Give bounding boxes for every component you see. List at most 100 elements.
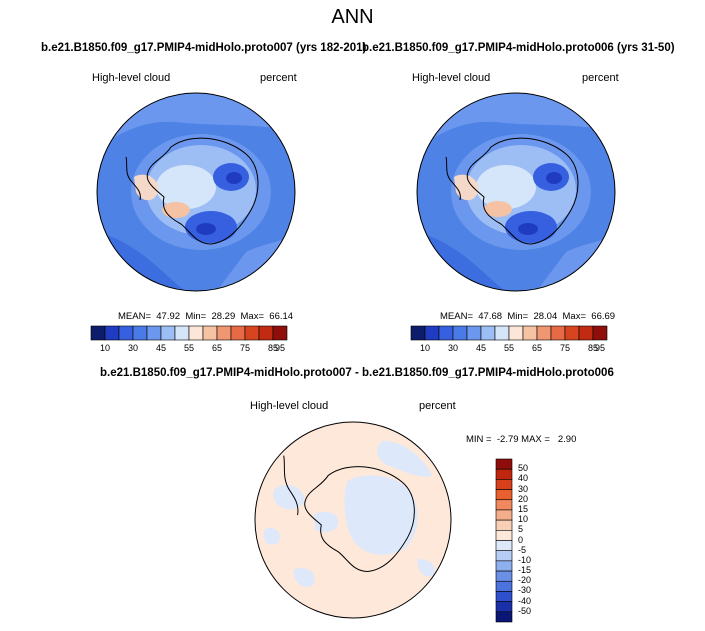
colorbar-swatch: [536, 325, 552, 341]
colorbar-swatch: [160, 325, 176, 341]
colorbar-tick-label: 75: [559, 343, 571, 353]
colorbar-tick-label: 30: [127, 343, 139, 353]
map-field-negative: [377, 440, 433, 477]
diff-polar-map: [254, 421, 452, 619]
right-polar-map: [416, 92, 616, 292]
map-field-negative: [313, 511, 339, 533]
colorbar-swatch: [118, 325, 134, 341]
colorbar-swatch: [495, 611, 513, 623]
colorbar-swatch: [495, 458, 513, 470]
map-field-lows: [546, 172, 562, 184]
right-case-title: b.e21.B1850.f09_g17.PMIP4-midHolo.proto0…: [362, 42, 675, 54]
colorbar-swatch: [495, 570, 513, 582]
right-stats: MEAN= 47.68 Min= 28.04 Max= 66.69: [440, 311, 616, 322]
colorbar-swatch: [495, 550, 513, 562]
south-america-coastline: [125, 156, 141, 201]
colorbar-swatch: [495, 499, 513, 511]
colorbar-swatch: [495, 479, 513, 490]
antarctica-coastline: [466, 137, 579, 245]
colorbar-swatch: [466, 325, 482, 341]
left-stats: MEAN= 47.92 Min= 28.29 Max= 66.14: [118, 311, 294, 322]
colorbar-tick-label: 30: [447, 343, 459, 353]
map-border: [254, 421, 452, 619]
colorbar-tick-label: 45: [155, 343, 167, 353]
colorbar-swatch: [495, 468, 513, 480]
right-variable-label: High-level cloud: [412, 72, 491, 84]
colorbar-swatch: [550, 325, 566, 341]
colorbar-swatch: [188, 325, 204, 341]
colorbar-swatch: [258, 325, 274, 341]
colorbar-tick-label: 40: [518, 473, 529, 484]
antarctica-coastline: [304, 466, 415, 572]
map-field-negative: [417, 559, 435, 577]
colorbar-swatch: [438, 325, 454, 341]
colorbar-swatch: [592, 325, 608, 341]
south-america-coastline: [445, 156, 461, 201]
colorbar-tick-label: 5: [518, 524, 524, 535]
colorbar-tick-label: 55: [503, 343, 515, 353]
map-border: [96, 92, 296, 292]
antarctica-coastline: [146, 137, 259, 245]
colorbar-tick-label: -40: [518, 595, 532, 606]
colorbar-swatch: [495, 540, 513, 551]
colorbar-swatch: [495, 601, 513, 613]
colorbar-tick-label: 75: [239, 343, 251, 353]
colorbar-tick-label: 20: [518, 493, 529, 504]
colorbar-tick-label: -5: [518, 544, 527, 555]
diff-title: b.e21.B1850.f09_g17.PMIP4-midHolo.proto0…: [100, 367, 614, 379]
colorbar-swatch: [495, 489, 513, 501]
colorbar-tick-label: 0: [518, 534, 524, 545]
colorbar-tick-label: -30: [518, 585, 532, 596]
colorbar-swatch: [90, 325, 106, 341]
colorbar-tick-label: 85: [587, 343, 599, 353]
colorbar-tick-label: 30: [518, 483, 529, 494]
colorbar-swatch: [564, 325, 580, 341]
colorbar-tick-label: 95: [274, 343, 286, 353]
right-units-label: percent: [582, 72, 619, 84]
colorbar-swatch: [202, 325, 218, 341]
map-field-lows: [196, 223, 216, 235]
south-america-coastline: [283, 455, 299, 516]
map-field-highs: [484, 201, 512, 217]
colorbar-swatch: [495, 560, 513, 572]
map-field-negative: [344, 475, 418, 555]
colorbar-swatch: [174, 325, 190, 341]
colorbar-swatch: [230, 325, 246, 341]
colorbar-tick-label: 85: [267, 343, 279, 353]
map-field-band: [476, 165, 536, 209]
colorbar-swatch: [508, 325, 524, 341]
diff-stats: MIN = -2.79 MAX = 2.90: [466, 434, 577, 445]
colorbar-swatch: [495, 519, 513, 531]
colorbar-swatch: [522, 325, 538, 341]
map-field-negative: [293, 568, 315, 588]
colorbar-tick-label: -10: [518, 554, 532, 565]
colorbar-swatch: [495, 530, 513, 541]
left-variable-label: High-level cloud: [92, 72, 171, 84]
colorbar-tick-label: 50: [518, 463, 529, 474]
colorbar-tick-label: 95: [594, 343, 606, 353]
map-border: [416, 92, 616, 292]
colorbar-swatch: [480, 325, 496, 341]
map-field-negative: [263, 527, 280, 545]
left-case-title: b.e21.B1850.f09_g17.PMIP4-midHolo.proto0…: [41, 42, 367, 54]
left-polar-map: [96, 92, 296, 292]
colorbar-swatch: [578, 325, 594, 341]
colorbar-swatch: [495, 509, 513, 521]
colorbar-tick-label: 10: [419, 343, 431, 353]
right-colorbar: [410, 325, 608, 341]
figure-title: ANN: [331, 6, 374, 28]
colorbar-tick-label: -50: [518, 605, 532, 616]
diff-variable-label: High-level cloud: [250, 400, 329, 412]
colorbar-swatch: [410, 325, 426, 341]
colorbar-tick-label: 10: [518, 514, 529, 525]
colorbar-swatch: [495, 580, 513, 592]
colorbar-tick-label: 55: [183, 343, 195, 353]
colorbar-swatch: [494, 325, 510, 341]
colorbar-tick-label: 65: [211, 343, 223, 353]
colorbar-tick-label: 15: [518, 503, 529, 514]
colorbar-tick-label: -15: [518, 565, 532, 576]
colorbar-tick-label: -20: [518, 575, 532, 586]
map-field-lows: [226, 172, 242, 184]
colorbar-swatch: [216, 325, 232, 341]
left-units-label: percent: [260, 72, 297, 84]
